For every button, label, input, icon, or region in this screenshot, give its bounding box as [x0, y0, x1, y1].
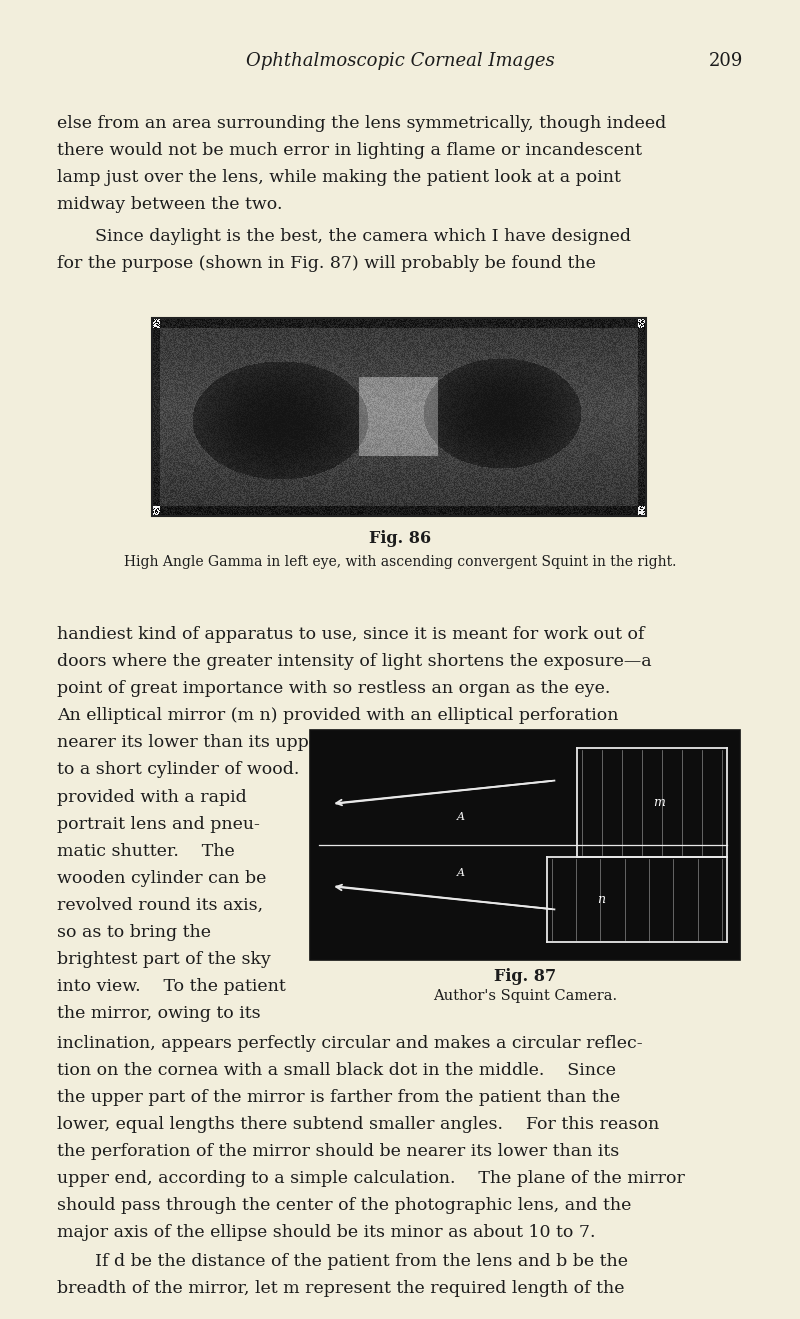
Text: breadth of the mirror, let m represent the required length of the: breadth of the mirror, let m represent t… [57, 1279, 625, 1297]
Text: portrait lens and pneu-: portrait lens and pneu- [57, 816, 260, 834]
Text: revolved round its axis,: revolved round its axis, [57, 897, 263, 914]
Text: into view.  To the patient: into view. To the patient [57, 977, 286, 995]
Bar [152, 318, 646, 516]
Text: High Angle Gamma in left eye, with ascending convergent Squint in the right.: High Angle Gamma in left eye, with ascen… [124, 555, 676, 568]
Text: tion on the cornea with a small black dot in the middle.  Since: tion on the cornea with a small black do… [57, 1062, 616, 1079]
Text: Fig. 87: Fig. 87 [494, 968, 556, 985]
Text: An elliptical mirror (m n) provided with an elliptical perforation: An elliptical mirror (m n) provided with… [57, 707, 618, 724]
Text: upper end, according to a simple calculation.  The plane of the mirror: upper end, according to a simple calcula… [57, 1170, 685, 1187]
Text: provided with a rapid: provided with a rapid [57, 789, 246, 806]
Text: for the purpose (shown in Fig. 87) will probably be found the: for the purpose (shown in Fig. 87) will … [57, 255, 596, 272]
Text: nearer its lower than its upper end is fastened at an angle of 45°: nearer its lower than its upper end is f… [57, 733, 630, 751]
Text: there would not be much error in lighting a flame or incandescent: there would not be much error in lightin… [57, 142, 642, 160]
Text: n: n [597, 893, 605, 906]
Text: doors where the greater intensity of light shortens the exposure—a: doors where the greater intensity of lig… [57, 653, 652, 670]
Text: should pass through the center of the photographic lens, and the: should pass through the center of the ph… [57, 1198, 631, 1213]
Text: A: A [457, 813, 465, 823]
Text: to a short cylinder of wood.  This short cylinder is perforated and: to a short cylinder of wood. This short … [57, 761, 658, 778]
Text: else from an area surrounding the lens symmetrically, though indeed: else from an area surrounding the lens s… [57, 115, 666, 132]
Text: handiest kind of apparatus to use, since it is meant for work out of: handiest kind of apparatus to use, since… [57, 627, 645, 642]
Text: wooden cylinder can be: wooden cylinder can be [57, 871, 266, 886]
Text: Ophthalmoscopic Corneal Images: Ophthalmoscopic Corneal Images [246, 51, 554, 70]
Bar [310, 729, 740, 960]
Text: the perforation of the mirror should be nearer its lower than its: the perforation of the mirror should be … [57, 1144, 619, 1159]
Text: Since daylight is the best, the camera which I have designed: Since daylight is the best, the camera w… [95, 228, 631, 245]
Text: major axis of the ellipse should be its minor as about 10 to 7.: major axis of the ellipse should be its … [57, 1224, 595, 1241]
Text: the upper part of the mirror is farther from the patient than the: the upper part of the mirror is farther … [57, 1089, 620, 1107]
Text: m: m [654, 795, 666, 809]
Text: Fig. 86: Fig. 86 [369, 530, 431, 547]
Text: point of great importance with so restless an organ as the eye.: point of great importance with so restle… [57, 681, 610, 696]
Text: the mirror, owing to its: the mirror, owing to its [57, 1005, 261, 1022]
Text: lower, equal lengths there subtend smaller angles.  For this reason: lower, equal lengths there subtend small… [57, 1116, 659, 1133]
Text: brightest part of the sky: brightest part of the sky [57, 951, 271, 968]
Text: inclination, appears perfectly circular and makes a circular reflec-: inclination, appears perfectly circular … [57, 1035, 642, 1053]
Text: midway between the two.: midway between the two. [57, 197, 282, 212]
Text: lamp just over the lens, while making the patient look at a point: lamp just over the lens, while making th… [57, 169, 621, 186]
Text: so as to bring the: so as to bring the [57, 925, 211, 940]
Text: 209: 209 [709, 51, 743, 70]
Text: A: A [457, 868, 465, 877]
Text: matic shutter.  The: matic shutter. The [57, 843, 234, 860]
Text: If d be the distance of the patient from the lens and b be the: If d be the distance of the patient from… [95, 1253, 628, 1270]
Text: Author's Squint Camera.: Author's Squint Camera. [433, 989, 617, 1002]
